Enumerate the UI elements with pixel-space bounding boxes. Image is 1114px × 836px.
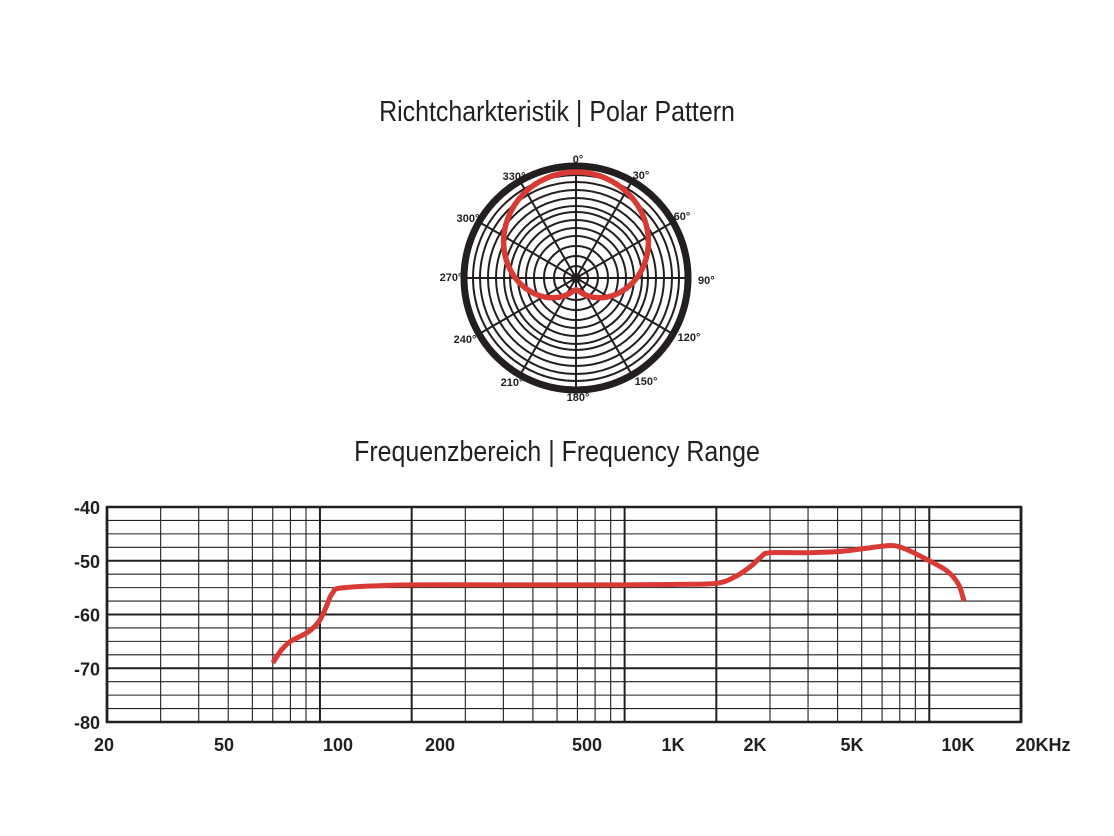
polar-spoke xyxy=(575,277,674,335)
polar-cardioid-curve xyxy=(500,169,652,301)
polar-angle-label: 330° xyxy=(503,171,526,183)
freq-plot-frame xyxy=(105,505,1023,724)
freq-response-curve xyxy=(270,542,967,665)
freq-y-tick-label: -70 xyxy=(74,659,100,679)
freq-x-tick-label: 20KHz xyxy=(1015,735,1070,755)
freq-x-tick-label: 100 xyxy=(323,735,353,755)
polar-spoke xyxy=(575,277,633,376)
polar-spoke xyxy=(575,221,674,279)
polar-angle-label: 150° xyxy=(635,376,658,388)
polar-ring xyxy=(472,174,680,382)
polar-spoke xyxy=(519,180,577,279)
polar-pattern-title: Richtcharkteristik | Polar Pattern xyxy=(379,96,735,128)
polar-angle-label: 120° xyxy=(678,332,701,344)
freq-x-tick-label: 10K xyxy=(941,735,974,755)
polar-ring xyxy=(509,211,643,345)
polar-outer-ring xyxy=(460,162,692,394)
polar-angle-label: 90° xyxy=(698,275,715,287)
polar-spoke xyxy=(478,221,577,279)
freq-x-tick-label: 500 xyxy=(572,735,602,755)
polar-ring xyxy=(525,227,627,329)
polar-angle-label: 30° xyxy=(633,170,650,182)
polar-spoke xyxy=(519,277,577,376)
freq-x-tick-label: 1K xyxy=(661,735,684,755)
polar-angle-label: 270° xyxy=(440,272,463,284)
polar-ring xyxy=(503,205,649,351)
polar-ring xyxy=(563,265,589,291)
polar-ring xyxy=(495,197,657,359)
polar-ring xyxy=(479,181,673,375)
freq-x-tick-label: 5K xyxy=(840,735,863,755)
polar-ring xyxy=(543,245,609,311)
polar-ring xyxy=(533,235,619,321)
freq-x-tick-label: 20 xyxy=(94,735,114,755)
freq-y-tick-label: -40 xyxy=(74,498,100,518)
polar-angle-label: 240° xyxy=(454,334,477,346)
polar-group: 0° 30° 60° 90° 120° 150° 180° 210° 240° 270° 300° 3… xyxy=(440,154,715,404)
freq-y-tick-label: -60 xyxy=(74,606,100,626)
freq-y-tick-label: -50 xyxy=(74,552,100,572)
polar-ring xyxy=(553,255,599,301)
freq-x-tick-label: 200 xyxy=(425,735,455,755)
polar-angle-label: 0° xyxy=(573,154,584,166)
polar-angle-label: 210° xyxy=(501,377,524,389)
polar-angle-label: 60° xyxy=(674,211,691,223)
polar-ring xyxy=(487,189,665,367)
frequency-range-title: Frequenzbereich | Frequency Range xyxy=(354,436,760,468)
polar-ring xyxy=(517,219,635,337)
polar-spoke xyxy=(575,180,633,279)
polar-angle-label: 300° xyxy=(457,213,480,225)
polar-spoke xyxy=(478,277,577,335)
freq-x-tick-label: 50 xyxy=(214,735,234,755)
polar-center-dot xyxy=(571,273,581,283)
freq-y-tick-label: -80 xyxy=(74,713,100,733)
freq-x-tick-label: 2K xyxy=(743,735,766,755)
polar-angle-label: 180° xyxy=(567,392,590,404)
